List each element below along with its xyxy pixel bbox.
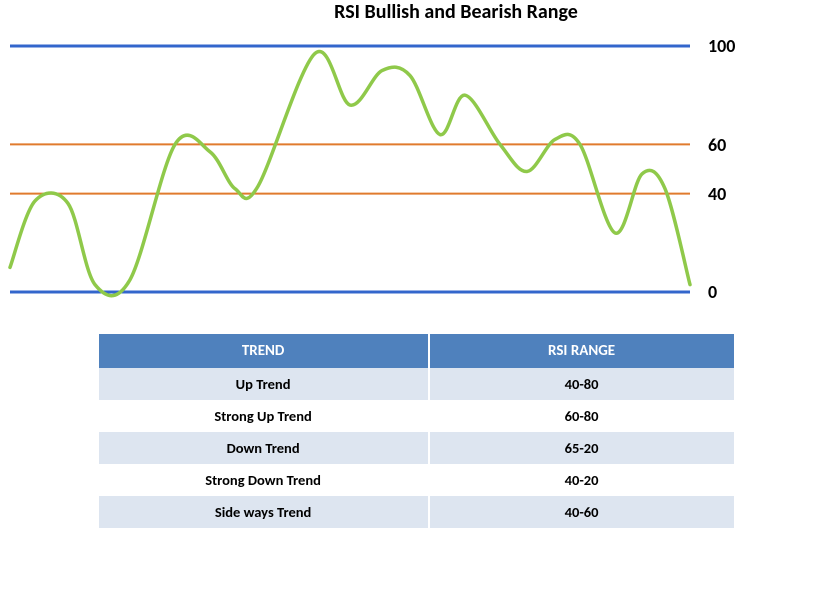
table-body: Up Trend40-80Strong Up Trend60-80Down Tr… bbox=[99, 368, 734, 528]
y-tick-label: 100 bbox=[708, 35, 735, 57]
table-cell: Down Trend bbox=[99, 432, 429, 464]
rsi-line-series bbox=[10, 51, 690, 295]
table-cell: Strong Down Trend bbox=[99, 464, 429, 496]
table-cell: 65-20 bbox=[429, 432, 734, 464]
rsi-table-wrap: TRENDRSI RANGE Up Trend40-80Strong Up Tr… bbox=[99, 334, 734, 528]
chart-svg bbox=[0, 34, 740, 304]
table-row: Strong Up Trend60-80 bbox=[99, 400, 734, 432]
chart-title: RSI Bullish and Bearish Range bbox=[0, 0, 832, 24]
rsi-table: TRENDRSI RANGE Up Trend40-80Strong Up Tr… bbox=[99, 334, 734, 528]
table-cell: 40-80 bbox=[429, 368, 734, 400]
rsi-chart: 0 40 60 100 bbox=[0, 34, 740, 304]
y-tick-label: 60 bbox=[708, 134, 726, 156]
table-header-cell: TREND bbox=[99, 334, 429, 368]
table-header-cell: RSI RANGE bbox=[429, 334, 734, 368]
table-header-row: TRENDRSI RANGE bbox=[99, 334, 734, 368]
table-row: Down Trend65-20 bbox=[99, 432, 734, 464]
table-cell: 40-60 bbox=[429, 496, 734, 528]
table-row: Strong Down Trend40-20 bbox=[99, 464, 734, 496]
table-cell: Strong Up Trend bbox=[99, 400, 429, 432]
y-tick-label: 40 bbox=[708, 183, 726, 205]
table-cell: 40-20 bbox=[429, 464, 734, 496]
table-cell: Side ways Trend bbox=[99, 496, 429, 528]
table-cell: Up Trend bbox=[99, 368, 429, 400]
table-row: Side ways Trend40-60 bbox=[99, 496, 734, 528]
table-cell: 60-80 bbox=[429, 400, 734, 432]
y-tick-label: 0 bbox=[708, 281, 717, 303]
table-row: Up Trend40-80 bbox=[99, 368, 734, 400]
